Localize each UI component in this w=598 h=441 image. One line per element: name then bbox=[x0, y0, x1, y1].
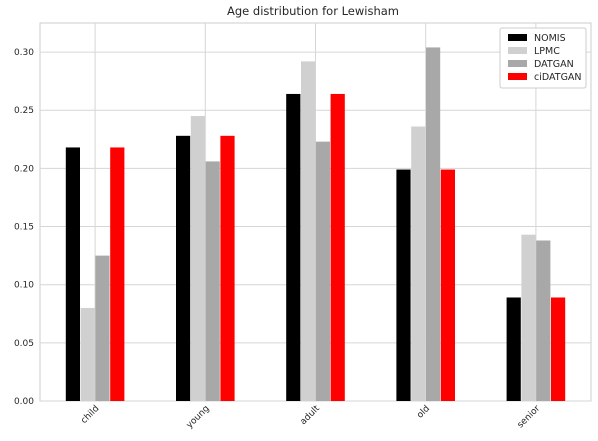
bar-lpmc-young bbox=[190, 116, 205, 402]
legend-swatch bbox=[508, 47, 527, 54]
bar-lpmc-child bbox=[80, 307, 95, 401]
y-tick-label: 0.30 bbox=[14, 48, 34, 58]
bar-cidatgan-adult bbox=[330, 93, 345, 401]
x-tick-label: adult bbox=[299, 403, 323, 427]
legend: NOMIS LPMC DATGAN ciDATGAN bbox=[499, 27, 587, 89]
bar-cidatgan-child bbox=[110, 147, 125, 401]
bar-datgan-senior bbox=[536, 240, 551, 401]
y-tick-label: 0.10 bbox=[14, 281, 34, 291]
legend-label: DATGAN bbox=[534, 59, 574, 70]
legend-swatch bbox=[508, 34, 527, 41]
y-tick-label: 0.20 bbox=[14, 164, 34, 174]
bar-cidatgan-old bbox=[440, 169, 455, 401]
x-tick-label: child bbox=[79, 404, 101, 426]
bar-lpmc-senior bbox=[521, 234, 536, 401]
bar-nomis-child bbox=[65, 147, 80, 401]
bar-nomis-adult bbox=[286, 93, 301, 401]
bar-datgan-old bbox=[426, 47, 441, 401]
bar-datgan-child bbox=[95, 255, 110, 401]
x-tick-label: old bbox=[415, 404, 432, 421]
bar-nomis-senior bbox=[506, 297, 521, 401]
bar-cidatgan-young bbox=[220, 135, 235, 401]
bar-nomis-young bbox=[176, 135, 191, 401]
legend-swatch bbox=[508, 60, 527, 67]
bar-nomis-old bbox=[396, 169, 411, 401]
y-tick-label: 0.15 bbox=[14, 223, 34, 233]
bar-lpmc-adult bbox=[301, 61, 316, 402]
x-axis-ticks: child young adult old senior bbox=[79, 403, 542, 430]
y-tick-label: 0.05 bbox=[14, 339, 34, 349]
legend-label: NOMIS bbox=[534, 33, 566, 44]
x-tick-label: young bbox=[185, 404, 212, 431]
legend-label: ciDATGAN bbox=[534, 72, 582, 83]
bar-datgan-adult bbox=[315, 141, 330, 401]
x-tick-label: senior bbox=[516, 404, 543, 431]
bar-lpmc-old bbox=[411, 126, 426, 401]
y-tick-label: 0.00 bbox=[14, 397, 34, 407]
chart-title: Age distribution for Lewisham bbox=[227, 4, 399, 18]
y-tick-label: 0.25 bbox=[14, 106, 34, 116]
bars bbox=[65, 47, 566, 402]
bar-datgan-young bbox=[205, 161, 220, 401]
bar-cidatgan-senior bbox=[551, 297, 566, 401]
legend-swatch bbox=[508, 73, 527, 80]
y-axis-ticks: 0.00 0.05 0.10 0.15 0.20 0.25 0.30 bbox=[14, 48, 34, 407]
grid-lines bbox=[40, 23, 591, 402]
legend-label: LPMC bbox=[534, 46, 560, 57]
